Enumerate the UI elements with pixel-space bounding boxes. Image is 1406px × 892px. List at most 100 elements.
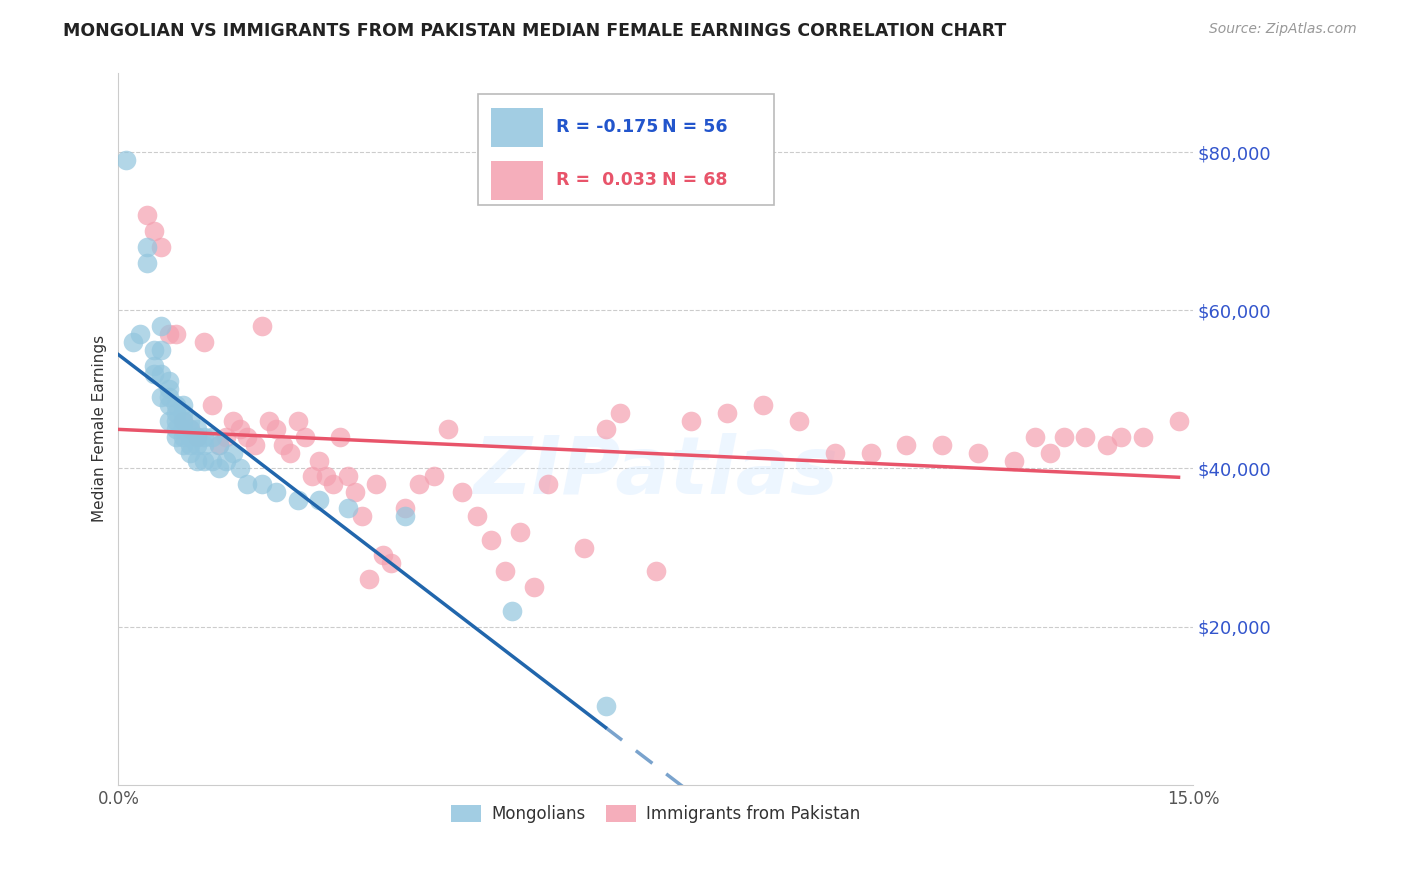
Point <box>229 422 252 436</box>
Point <box>380 557 402 571</box>
Point <box>193 430 215 444</box>
Point <box>1132 430 1154 444</box>
Point <box>172 414 194 428</box>
Point <box>172 438 194 452</box>
Point <box>437 422 460 436</box>
Point <box>157 414 180 428</box>
Point <box>157 382 180 396</box>
Point <box>143 367 166 381</box>
Point <box>243 438 266 452</box>
Text: Source: ZipAtlas.com: Source: ZipAtlas.com <box>1209 22 1357 37</box>
Point <box>752 398 775 412</box>
Point <box>179 414 201 428</box>
Point <box>157 390 180 404</box>
Point <box>287 414 309 428</box>
Point <box>422 469 444 483</box>
Point <box>308 493 330 508</box>
Point <box>896 438 918 452</box>
Point <box>595 422 617 436</box>
Point <box>165 430 187 444</box>
Point <box>215 453 238 467</box>
Text: MONGOLIAN VS IMMIGRANTS FROM PAKISTAN MEDIAN FEMALE EARNINGS CORRELATION CHART: MONGOLIAN VS IMMIGRANTS FROM PAKISTAN ME… <box>63 22 1007 40</box>
Point <box>186 430 208 444</box>
Point <box>301 469 323 483</box>
Point <box>186 430 208 444</box>
Point <box>408 477 430 491</box>
Point <box>1109 430 1132 444</box>
Point <box>343 485 366 500</box>
Point <box>1095 438 1118 452</box>
Point <box>208 438 231 452</box>
Text: R =  0.033: R = 0.033 <box>555 171 657 189</box>
Point <box>315 469 337 483</box>
Point <box>179 422 201 436</box>
Text: N = 56: N = 56 <box>662 119 727 136</box>
Point <box>271 438 294 452</box>
FancyBboxPatch shape <box>491 108 543 147</box>
Point <box>264 485 287 500</box>
Point <box>136 208 159 222</box>
Point <box>236 430 259 444</box>
Point <box>186 422 208 436</box>
Point <box>215 430 238 444</box>
Point <box>172 406 194 420</box>
Point <box>1002 453 1025 467</box>
Point <box>329 430 352 444</box>
Point <box>150 240 173 254</box>
Point <box>150 390 173 404</box>
Point <box>200 430 222 444</box>
Point <box>250 477 273 491</box>
Legend: Mongolians, Immigrants from Pakistan: Mongolians, Immigrants from Pakistan <box>444 798 866 830</box>
FancyBboxPatch shape <box>478 95 773 204</box>
Point <box>931 438 953 452</box>
Point <box>609 406 631 420</box>
Point <box>193 453 215 467</box>
Point <box>193 334 215 349</box>
Point <box>172 422 194 436</box>
Point <box>200 453 222 467</box>
Point <box>193 438 215 452</box>
Text: N = 68: N = 68 <box>662 171 727 189</box>
Point <box>165 422 187 436</box>
Point <box>172 430 194 444</box>
Point <box>150 367 173 381</box>
Point <box>143 359 166 373</box>
Point <box>150 319 173 334</box>
Point <box>165 406 187 420</box>
Point <box>308 453 330 467</box>
Point <box>967 445 990 459</box>
Point <box>394 508 416 523</box>
Point <box>537 477 560 491</box>
Point <box>114 153 136 167</box>
Point <box>208 438 231 452</box>
Point <box>186 453 208 467</box>
Point <box>287 493 309 508</box>
Point <box>787 414 810 428</box>
Point <box>366 477 388 491</box>
Point <box>595 698 617 713</box>
Point <box>280 445 302 459</box>
Point <box>172 398 194 412</box>
Point <box>129 326 152 341</box>
Point <box>572 541 595 555</box>
Point <box>250 319 273 334</box>
Point <box>200 398 222 412</box>
Point <box>824 445 846 459</box>
Point <box>294 430 316 444</box>
Point <box>136 256 159 270</box>
Point <box>501 604 523 618</box>
Point <box>1074 430 1097 444</box>
Point <box>222 445 245 459</box>
Point <box>494 564 516 578</box>
Point <box>165 414 187 428</box>
Point <box>257 414 280 428</box>
Point <box>229 461 252 475</box>
Point <box>681 414 703 428</box>
Point <box>350 508 373 523</box>
Point <box>1024 430 1046 444</box>
Point <box>859 445 882 459</box>
Point <box>359 572 381 586</box>
Point <box>179 438 201 452</box>
Point <box>136 240 159 254</box>
Point <box>509 524 531 539</box>
